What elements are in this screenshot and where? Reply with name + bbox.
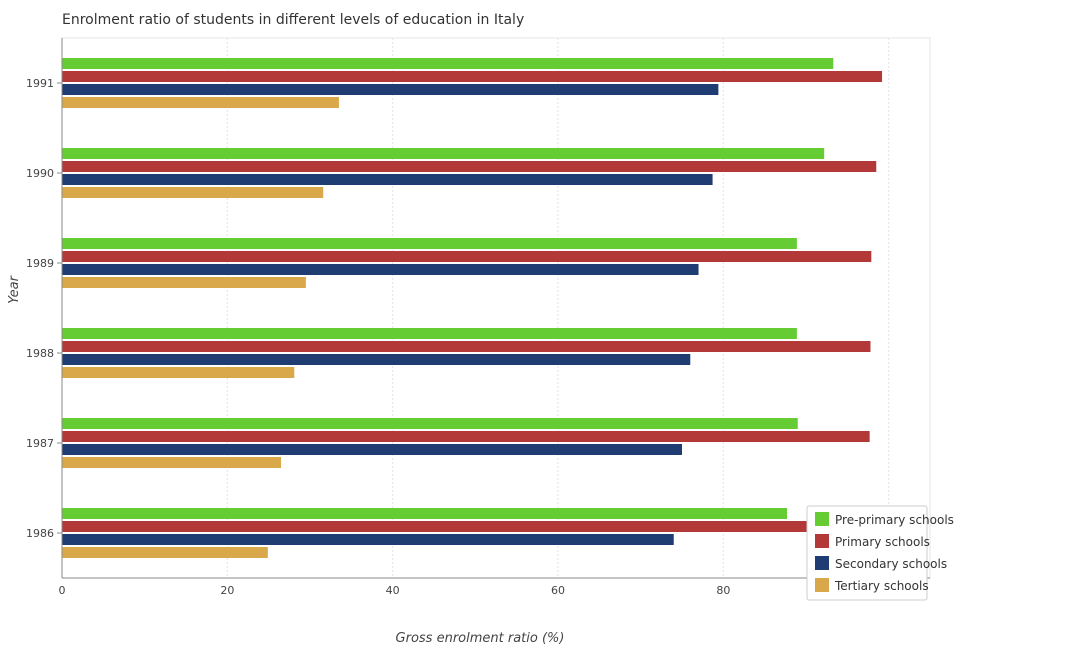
legend-label: Pre-primary schools bbox=[835, 513, 954, 527]
x-axis-label: Gross enrolment ratio (%) bbox=[396, 631, 565, 646]
bar-pre-primary-schools-1988 bbox=[62, 328, 797, 339]
legend-swatch bbox=[815, 512, 829, 526]
bar-primary-schools-1988 bbox=[62, 341, 871, 352]
legend-swatch bbox=[815, 556, 829, 570]
bar-pre-primary-schools-1991 bbox=[62, 58, 834, 69]
bar-primary-schools-1989 bbox=[62, 251, 872, 262]
x-tick-label: 60 bbox=[551, 584, 565, 597]
chart-title: Enrolment ratio of students in different… bbox=[62, 12, 524, 28]
legend-label: Primary schools bbox=[835, 535, 930, 549]
legend-label: Tertiary schools bbox=[834, 579, 929, 593]
bar-pre-primary-schools-1986 bbox=[62, 508, 787, 519]
bar-secondary-schools-1991 bbox=[62, 84, 719, 95]
y-tick-label: 1990 bbox=[26, 167, 54, 180]
bar-primary-schools-1986 bbox=[62, 521, 876, 532]
bar-secondary-schools-1987 bbox=[62, 444, 682, 455]
bar-pre-primary-schools-1990 bbox=[62, 148, 825, 159]
bar-secondary-schools-1990 bbox=[62, 174, 713, 185]
x-tick-label: 20 bbox=[220, 584, 234, 597]
y-tick-label: 1988 bbox=[26, 347, 54, 360]
y-tick-label: 1989 bbox=[26, 257, 54, 270]
bar-pre-primary-schools-1987 bbox=[62, 418, 798, 429]
bar-secondary-schools-1988 bbox=[62, 354, 691, 365]
legend-swatch bbox=[815, 534, 829, 548]
y-axis-label: Year bbox=[7, 274, 22, 303]
bar-pre-primary-schools-1989 bbox=[62, 238, 797, 249]
plot-background bbox=[61, 37, 931, 579]
bar-tertiary-schools-1987 bbox=[62, 457, 282, 468]
bar-tertiary-schools-1988 bbox=[62, 367, 295, 378]
y-tick-label: 1991 bbox=[26, 77, 54, 90]
x-tick-label: 0 bbox=[59, 584, 66, 597]
bar-tertiary-schools-1989 bbox=[62, 277, 306, 288]
bar-secondary-schools-1989 bbox=[62, 264, 699, 275]
x-tick-label: 40 bbox=[386, 584, 400, 597]
bar-tertiary-schools-1991 bbox=[62, 97, 339, 108]
x-tick-label: 80 bbox=[716, 584, 730, 597]
plot-area: 020406080100198619871988198919901991 bbox=[26, 37, 931, 597]
bar-primary-schools-1987 bbox=[62, 431, 870, 442]
bar-primary-schools-1991 bbox=[62, 71, 883, 82]
legend-box bbox=[806, 505, 928, 601]
y-tick-label: 1987 bbox=[26, 437, 54, 450]
legend-label: Secondary schools bbox=[835, 557, 947, 571]
bar-secondary-schools-1986 bbox=[62, 534, 674, 545]
legend: Pre-primary schools Primary schools Second… bbox=[806, 505, 954, 601]
legend-swatch bbox=[815, 578, 829, 592]
y-tick-label: 1986 bbox=[26, 527, 54, 540]
bar-primary-schools-1990 bbox=[62, 161, 877, 172]
bar-tertiary-schools-1990 bbox=[62, 187, 324, 198]
bar-tertiary-schools-1986 bbox=[62, 547, 268, 558]
